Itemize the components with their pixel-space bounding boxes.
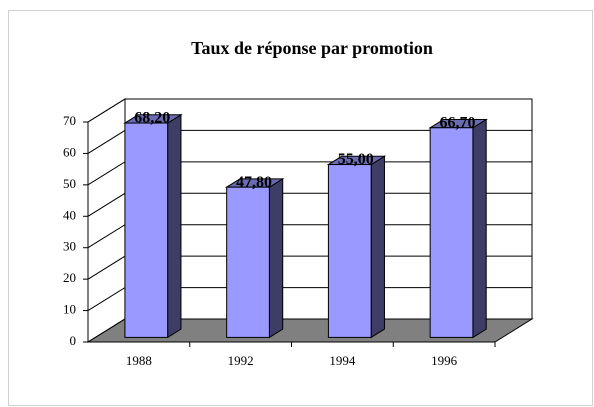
bar-side: [268, 177, 284, 339]
y-tick-label: 0: [70, 333, 77, 348]
y-tick-label: 20: [63, 270, 76, 285]
y-tick-label: 30: [63, 239, 76, 254]
bar-side: [370, 155, 385, 339]
x-tick-label: 1992: [228, 353, 254, 368]
y-tick-label: 60: [63, 144, 76, 159]
y-tick-label: 70: [63, 113, 76, 128]
x-tick-label: 1996: [431, 353, 458, 368]
bar: [327, 164, 372, 338]
bar: [429, 127, 474, 338]
y-tick-label: 10: [63, 302, 76, 317]
value-label: 66,70: [440, 114, 476, 131]
x-tick-label: 1994: [329, 353, 356, 368]
bar: [226, 186, 270, 338]
bar-side: [167, 113, 182, 339]
bar-side: [472, 118, 487, 339]
chart-title: Taux de réponse par promotion: [191, 38, 433, 58]
value-label: 68,20: [134, 110, 170, 127]
value-label: 55,00: [338, 151, 374, 168]
x-tick-label: 1988: [126, 353, 152, 368]
y-tick-label: 40: [63, 207, 76, 222]
grid-line: [87, 98, 532, 123]
value-label: 47,80: [236, 174, 272, 191]
side-wall: [87, 98, 126, 343]
y-tick-label: 50: [63, 176, 76, 191]
bar: [124, 122, 169, 338]
